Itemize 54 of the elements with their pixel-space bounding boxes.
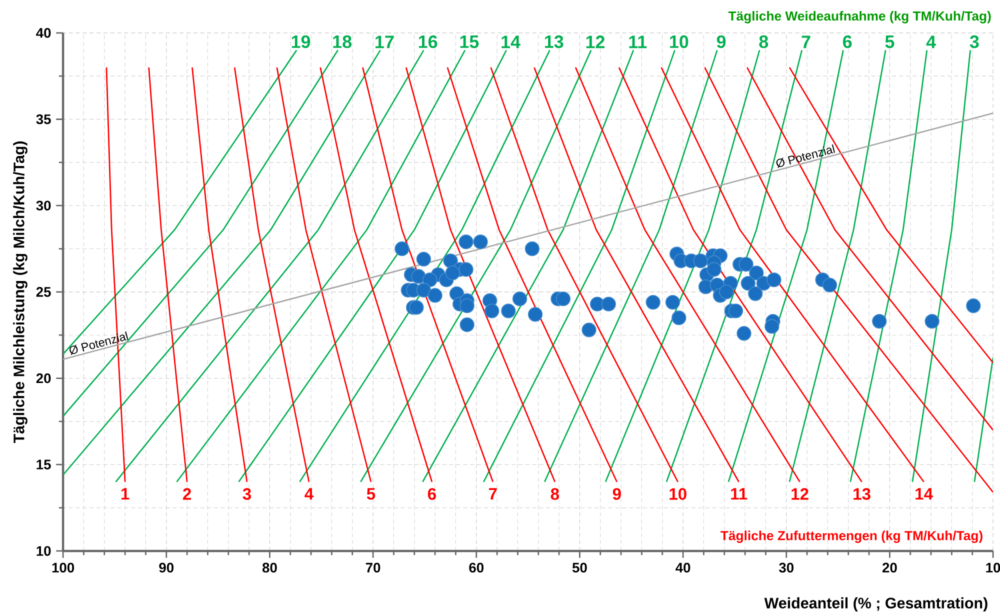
y-axis-title: Tägliche Milchleistung (kg Milch/Kuh/Tag) <box>13 141 28 444</box>
y-tick-label: 20 <box>36 373 51 384</box>
y-tick-label: 10 <box>36 546 51 556</box>
series-label: 10 <box>670 488 686 500</box>
series-label: 15 <box>460 36 479 48</box>
series-label: 4 <box>304 488 314 500</box>
series-label: 14 <box>502 36 520 48</box>
annotation: Tägliche Zufuttermengen (kg TM/Kuh/Tag) <box>720 530 982 544</box>
series-label: 4 <box>926 36 936 48</box>
series-label: 3 <box>970 35 979 48</box>
series-label: 7 <box>802 36 810 48</box>
series-label: 1 <box>121 488 130 500</box>
y-tick-label: 25 <box>36 287 51 297</box>
x-tick-label: 80 <box>262 562 277 573</box>
y-tick-label: 15 <box>36 460 51 470</box>
x-tick-label: 40 <box>676 562 690 573</box>
x-tick-label: 90 <box>159 562 174 573</box>
x-tick-label: 60 <box>469 562 484 573</box>
series-label: 5 <box>885 36 894 48</box>
series-label: 11 <box>731 488 748 500</box>
series-label: 17 <box>376 36 394 48</box>
series-label: 3 <box>242 488 252 500</box>
series-label: 6 <box>428 488 436 500</box>
series-label: 2 <box>183 488 192 500</box>
series-label: 14 <box>916 488 933 500</box>
y-tick-label: 35 <box>36 114 51 124</box>
series-label: 18 <box>333 35 352 48</box>
series-label: 12 <box>586 36 605 48</box>
series-label: 9 <box>716 35 726 48</box>
series-label: 12 <box>792 488 808 500</box>
series-label: 19 <box>292 35 310 48</box>
text: Tägliche Weideaufnahme (kg TM/Kuh/Tag) <box>728 11 991 24</box>
series-label: 11 <box>629 36 647 48</box>
y-tick-label: 40 <box>36 28 51 38</box>
series-label: 7 <box>489 488 497 500</box>
series-label: 5 <box>366 488 376 500</box>
x-tick-label: 70 <box>366 562 380 573</box>
series-label: 16 <box>418 35 438 48</box>
x-tick-label: 10 <box>986 562 1000 573</box>
x-tick-label: 50 <box>572 562 587 573</box>
x-tick-label: 30 <box>779 562 794 573</box>
series-label: 10 <box>670 35 688 48</box>
series-label: 13 <box>545 35 564 48</box>
text: Ø Potenzial <box>776 144 836 168</box>
x-tick-label: 20 <box>882 562 897 573</box>
series-label: 6 <box>843 35 852 48</box>
series-label: 13 <box>854 488 870 500</box>
series-label: 8 <box>550 488 560 500</box>
x-axis-title: Weideanteil (% ; Gesamtration) <box>764 597 988 612</box>
x-tick-label: 100 <box>52 562 74 573</box>
text: Ø Potenzial <box>70 331 128 356</box>
series-label: 9 <box>612 488 621 500</box>
y-tick-label: 30 <box>36 200 51 211</box>
series-label: 8 <box>759 35 768 48</box>
